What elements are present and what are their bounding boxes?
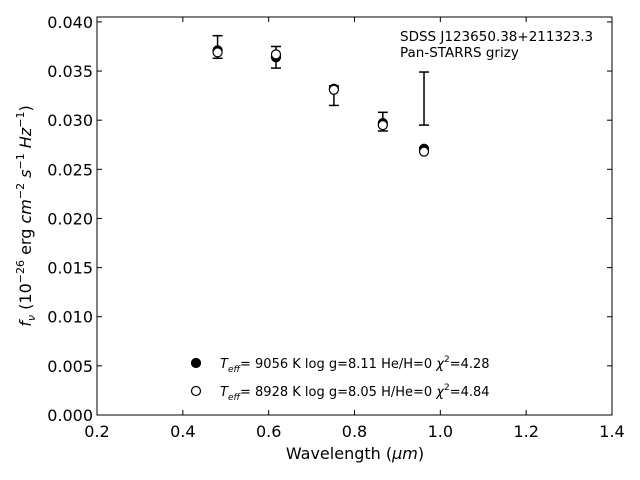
y-tick-label: 0.005 xyxy=(47,357,93,376)
data-point-open xyxy=(328,84,339,95)
y-label-open: (10 xyxy=(16,283,35,315)
y-tick-label: 0.010 xyxy=(47,308,93,327)
x-axis-label-unit: μm xyxy=(391,444,418,463)
y-label-cm: cm xyxy=(16,199,35,223)
y-tick-label: 0.030 xyxy=(47,111,93,130)
y-axis-label: fν (10−26 erg cm−2 s−1 Hz−1) xyxy=(14,105,38,326)
legend-entry-filled: Teff= 9056 K log g=8.11 He/H=0 χ2=4.28 xyxy=(220,355,490,375)
y-label-exp4: −1 xyxy=(14,112,27,128)
y-tick-label: 0.020 xyxy=(47,209,93,228)
x-tick-label: 0.2 xyxy=(84,422,109,441)
y-label-s: s xyxy=(16,170,35,183)
legend-teff-symbol: T xyxy=(220,385,229,400)
legend-chi-symbol: χ xyxy=(435,357,445,372)
y-label-exp2: −2 xyxy=(14,183,27,199)
y-label-exp1: −26 xyxy=(14,260,27,283)
y-label-close: ) xyxy=(16,105,35,111)
y-label-mid1: erg xyxy=(16,224,35,260)
x-axis-label-main: Wavelength ( xyxy=(286,444,392,463)
x-tick-label: 1.4 xyxy=(599,422,624,441)
x-tick-label: 0.6 xyxy=(256,422,281,441)
legend-teff-symbol: T xyxy=(220,357,229,372)
legend-marker-filled xyxy=(190,357,202,369)
legend: Teff= 9056 K log g=8.11 He/H=0 χ2=4.28 T… xyxy=(190,355,490,403)
legend-parameters: = 9056 K log g=8.11 He/H=0 xyxy=(240,357,436,372)
data-point-open xyxy=(418,146,430,157)
x-tick-label: 0.8 xyxy=(342,422,367,441)
legend-chi-superscript: 2 xyxy=(444,383,450,393)
legend-teff-subscript: eff xyxy=(228,365,242,375)
error-bars xyxy=(212,34,430,132)
data-point-open xyxy=(212,47,223,58)
y-label-exp3: −1 xyxy=(14,153,27,169)
plot-area-frame xyxy=(96,16,613,416)
legend-chi-value: =4.84 xyxy=(450,385,490,400)
legend-chi-value: =4.28 xyxy=(450,357,490,372)
x-tick-label: 0.4 xyxy=(170,422,195,441)
y-tick-label: 0.025 xyxy=(47,160,93,179)
legend-teff-subscript: eff xyxy=(228,393,242,403)
data-point-open xyxy=(270,49,282,60)
y-label-nu: ν xyxy=(25,315,38,321)
legend-chi-symbol: χ xyxy=(435,385,445,400)
y-tick-label: 0.015 xyxy=(47,259,93,278)
x-tick-label: 1.0 xyxy=(428,422,453,441)
y-tick-label: 0.000 xyxy=(47,406,93,425)
annotation-object-name: SDSS J123650.38+211323.3 xyxy=(400,29,593,45)
y-label-f: f xyxy=(16,319,35,327)
legend-chi-superscript: 2 xyxy=(444,355,450,365)
axis-ticks: 0.2 0.4 0.6 0.8 1.0 1.2 1.4 0.000 0.005 0.010 0.01… xyxy=(47,13,625,441)
legend-marker-open xyxy=(190,385,202,397)
x-axis-label-close: ) xyxy=(418,444,424,463)
data-point-open xyxy=(377,119,388,131)
x-tick-label: 1.2 xyxy=(513,422,538,441)
annotation-survey-name: Pan-STARRS grizy xyxy=(400,45,519,61)
data-markers xyxy=(212,45,430,157)
y-tick-label: 0.035 xyxy=(47,62,93,81)
y-label-hz: Hz xyxy=(16,127,35,153)
x-axis-label: Wavelength (μm) xyxy=(286,444,424,463)
legend-entry-open: Teff= 8928 K log g=8.05 H/He=0 χ2=4.84 xyxy=(220,383,490,403)
y-tick-label: 0.040 xyxy=(47,13,93,32)
legend-parameters: = 8928 K log g=8.05 H/He=0 xyxy=(240,385,436,400)
